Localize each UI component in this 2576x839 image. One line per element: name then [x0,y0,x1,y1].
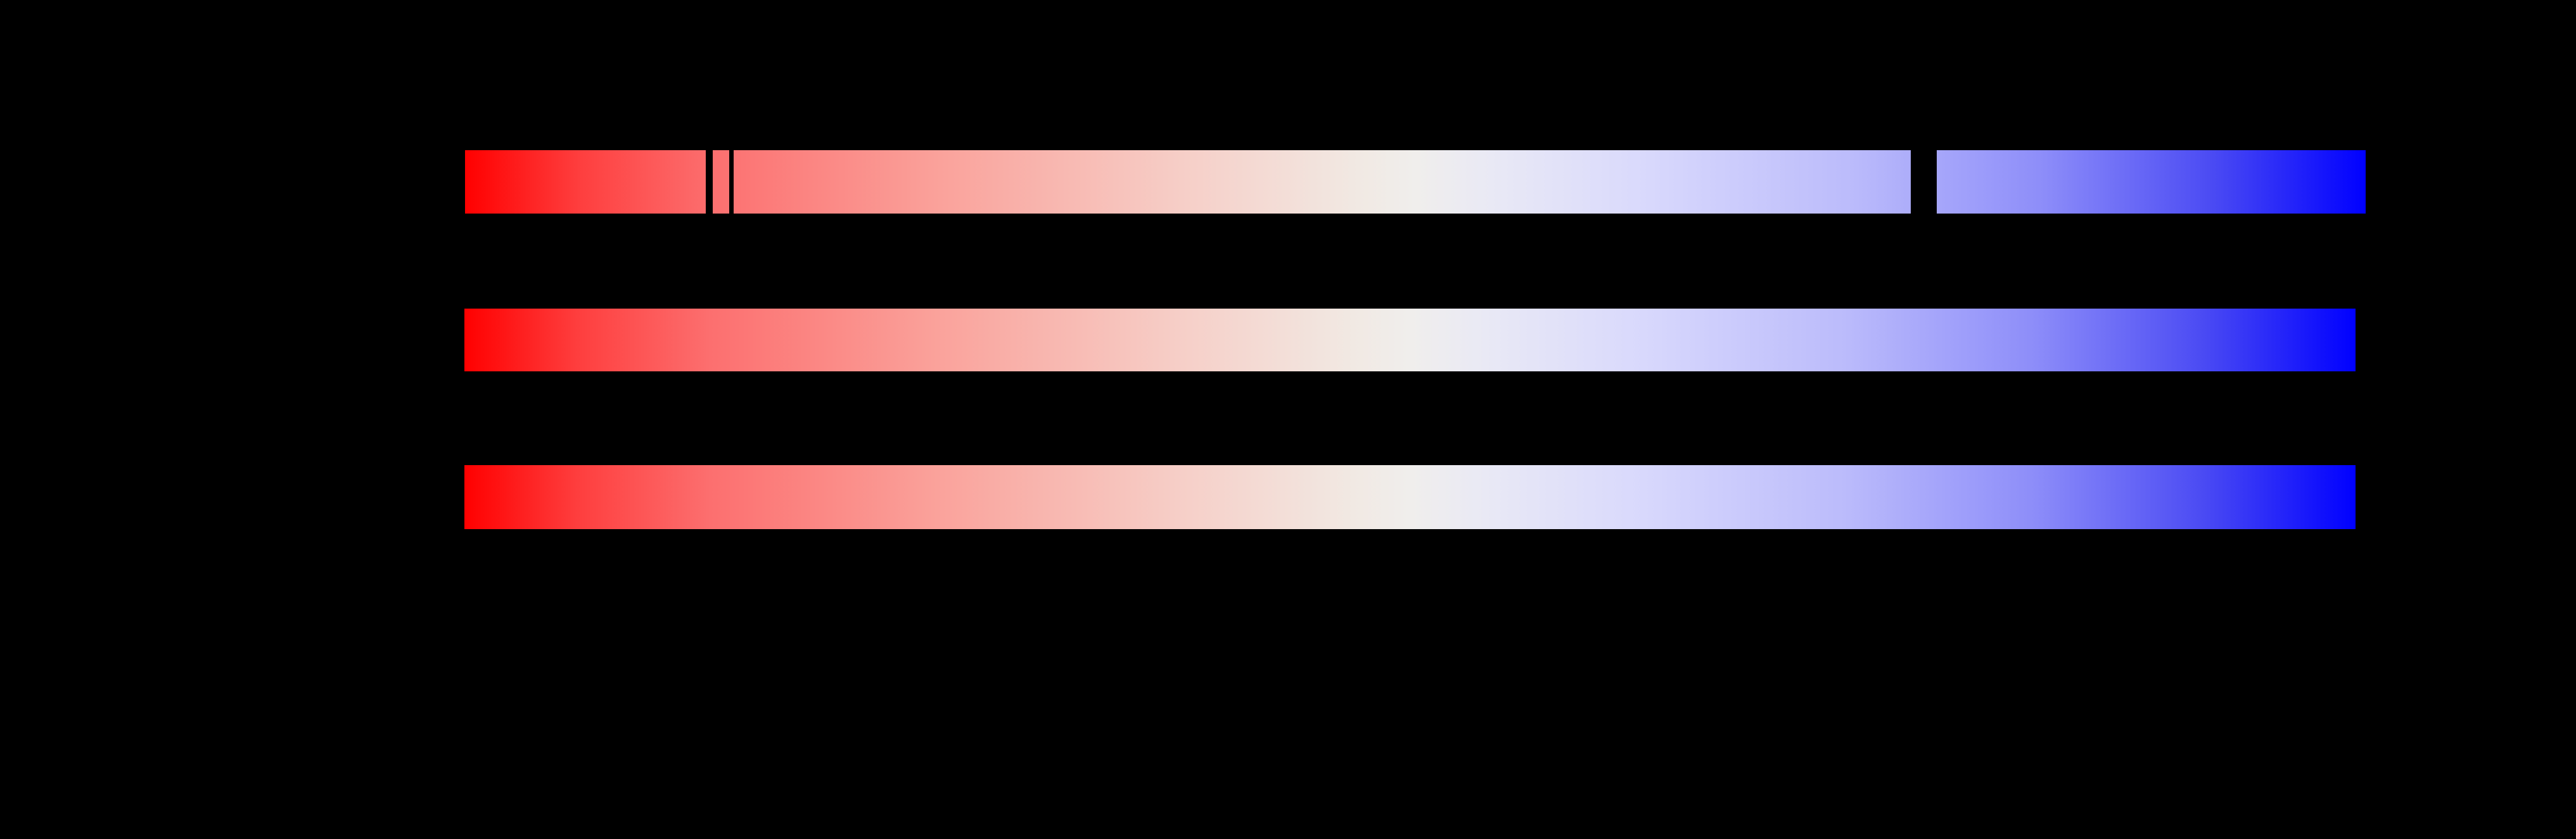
gradient-bar-1-gap-mark [1911,150,1937,214]
gradient-bar-1-tick-mark [729,150,734,214]
gradient-bar-1 [465,150,2366,214]
gradient-bar-2 [464,309,2356,371]
gradient-bar-1-tick-mark [706,150,713,214]
gradient-bar-3 [464,465,2356,529]
